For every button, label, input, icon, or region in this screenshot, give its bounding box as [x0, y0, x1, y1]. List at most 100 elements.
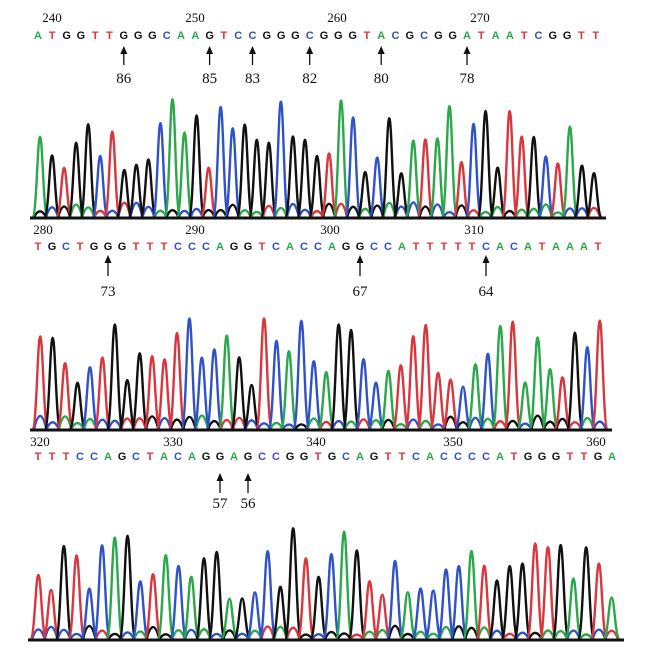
trace-noise: [517, 422, 533, 430]
base-call: G: [104, 241, 113, 253]
trace-noise: [95, 418, 110, 430]
trace-noise: [45, 421, 60, 430]
base-call: G: [202, 451, 211, 463]
trace-peak: [487, 579, 507, 641]
trace-peak: [398, 591, 417, 641]
trace-noise: [346, 205, 361, 218]
trace-noise: [530, 414, 545, 430]
trace-peak: [236, 123, 254, 219]
trace-peak: [385, 559, 405, 641]
trace-peak: [220, 597, 239, 641]
position-number-310: 310: [464, 222, 484, 237]
trace-peak: [436, 568, 456, 641]
base-call: G: [552, 451, 561, 463]
base-call: T: [581, 451, 588, 463]
position-number-330: 330: [163, 434, 183, 449]
trace-noise: [30, 628, 46, 640]
trace-peak: [169, 564, 188, 641]
trace-noise: [132, 630, 148, 640]
base-call: T: [539, 241, 546, 253]
base-call: G: [448, 30, 457, 42]
base-call: T: [49, 30, 56, 42]
base-call: G: [134, 30, 143, 42]
trace-noise: [311, 633, 326, 640]
marker-label: 57: [213, 496, 229, 512]
trace-peak: [503, 320, 522, 431]
trace-noise: [502, 209, 517, 218]
trace-peak: [67, 141, 85, 219]
trace-peak: [242, 383, 261, 431]
trace-peak: [217, 334, 236, 431]
base-call: C: [300, 241, 308, 253]
base-call: A: [356, 451, 364, 463]
mutation-marker: 85: [202, 46, 217, 87]
trace-peak: [491, 324, 510, 431]
base-call: T: [441, 241, 448, 253]
position-number-280: 280: [33, 222, 53, 237]
trace-peak: [143, 355, 162, 431]
base-call: C: [440, 451, 448, 463]
base-call: T: [35, 451, 42, 463]
trace-peak: [192, 356, 211, 431]
base-call: G: [286, 451, 295, 463]
arrow-up-icon: [216, 473, 224, 481]
trace-noise: [306, 417, 322, 430]
trace-noise: [493, 420, 508, 430]
trace-peak: [156, 554, 175, 641]
trace-peak: [585, 172, 603, 219]
trace-noise: [464, 626, 479, 640]
trace-peak: [115, 168, 133, 219]
trace-peak: [284, 135, 302, 219]
base-call: A: [191, 30, 199, 42]
base-call: A: [492, 30, 500, 42]
trace-peak: [317, 371, 336, 431]
trace-peak: [143, 572, 163, 641]
trace-peak: [441, 378, 460, 431]
base-call: G: [300, 451, 309, 463]
trace-noise: [592, 420, 608, 430]
trace-noise: [107, 419, 123, 430]
trace-peak: [80, 587, 99, 641]
trace-noise: [269, 421, 284, 430]
base-call: C: [482, 451, 490, 463]
base-call: G: [334, 30, 343, 42]
trace-noise: [231, 416, 247, 430]
trace-peak: [513, 562, 532, 641]
trace-peak: [230, 356, 249, 431]
base-call: C: [342, 451, 350, 463]
trace-noise: [362, 630, 378, 640]
trace-peak: [29, 573, 48, 641]
trace-peak: [573, 164, 591, 219]
base-call: T: [521, 30, 528, 42]
trace-peak: [284, 527, 303, 641]
trace-peak: [466, 363, 485, 431]
trace-noise: [285, 202, 301, 218]
trace-peak: [404, 334, 423, 431]
base-call: A: [552, 241, 560, 253]
trace-noise: [331, 419, 346, 430]
base-call: C: [412, 451, 420, 463]
trace-peak: [43, 336, 62, 431]
trace-noise: [107, 632, 123, 640]
marker-label: 82: [302, 71, 317, 87]
base-call: G: [120, 30, 129, 42]
trace-peak: [272, 100, 290, 219]
arrow-up-icon: [482, 255, 490, 263]
trace-peak: [392, 172, 410, 219]
arrow-up-icon: [377, 46, 385, 54]
trace-noise: [297, 208, 313, 218]
trace-peak: [258, 550, 277, 641]
base-call: T: [399, 451, 406, 463]
trace-peak: [449, 564, 468, 641]
trace-peak: [163, 98, 182, 219]
base-call: C: [234, 30, 242, 42]
base-call: A: [160, 451, 168, 463]
trace-peak: [224, 127, 242, 219]
trace-peak: [577, 546, 596, 641]
base-call: A: [496, 241, 504, 253]
base-call: G: [524, 451, 533, 463]
trace-noise: [309, 209, 325, 218]
trace-noise: [349, 633, 365, 640]
trace-noise: [32, 414, 48, 430]
